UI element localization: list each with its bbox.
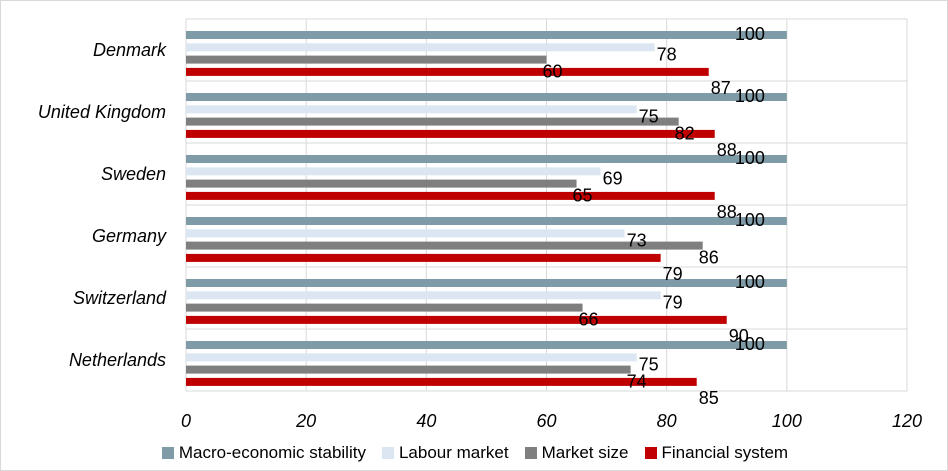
- bar: [186, 365, 631, 374]
- legend-swatch: [524, 447, 537, 459]
- legend-swatch: [644, 447, 657, 459]
- legend-item: Labour market: [381, 443, 509, 463]
- data-label: 79: [663, 264, 683, 284]
- bar: [186, 253, 661, 262]
- bar: [186, 105, 637, 114]
- category-labels: Denmark United Kingdom Sweden Germany Switze…: [38, 40, 167, 370]
- x-tick-label: 40: [416, 411, 436, 431]
- bar: [186, 303, 583, 312]
- data-label: 85: [699, 388, 719, 408]
- data-label: 100: [735, 272, 765, 292]
- bar: [186, 191, 715, 200]
- bar: [186, 241, 703, 250]
- x-tick-label: 100: [772, 411, 802, 431]
- data-label: 82: [675, 124, 695, 144]
- category-label: Denmark: [93, 40, 167, 60]
- data-label: 74: [627, 372, 647, 392]
- bar: [186, 31, 787, 39]
- legend-item: Financial system: [644, 443, 789, 463]
- bar: [186, 217, 787, 225]
- legend-item: Market size: [524, 443, 629, 463]
- data-label: 79: [663, 292, 683, 312]
- category-label: Switzerland: [73, 288, 167, 308]
- data-label: 73: [627, 230, 647, 250]
- legend: Macro-economic stability Labour market Mar…: [1, 440, 948, 466]
- data-label: 75: [639, 106, 659, 126]
- x-tick-label: 20: [295, 411, 316, 431]
- data-label: 60: [543, 62, 563, 82]
- x-tick-label: 60: [536, 411, 556, 431]
- bar: [186, 353, 637, 362]
- data-label: 88: [717, 140, 737, 160]
- legend-label: Financial system: [661, 443, 789, 462]
- bar: [186, 155, 787, 163]
- x-tick-label: 80: [657, 411, 677, 431]
- data-label: 78: [657, 44, 677, 64]
- bar: [186, 167, 601, 176]
- legend-item: Macro-economic stability: [161, 443, 366, 463]
- x-tick-label: 0: [181, 411, 191, 431]
- category-label: Netherlands: [69, 350, 166, 370]
- data-label: 100: [735, 334, 765, 354]
- category-label: United Kingdom: [38, 102, 166, 122]
- data-label: 75: [639, 354, 659, 374]
- category-label: Sweden: [101, 164, 166, 184]
- data-label: 88: [717, 202, 737, 222]
- data-label: 69: [603, 168, 623, 188]
- bar: [186, 179, 577, 188]
- x-tick-label: 120: [892, 411, 922, 431]
- legend-swatch: [381, 447, 394, 459]
- bar: [186, 129, 715, 138]
- category-label: Germany: [92, 226, 167, 246]
- data-label: 90: [729, 326, 749, 346]
- bar: [186, 291, 661, 300]
- data-label: 100: [735, 148, 765, 168]
- data-label: 100: [735, 210, 765, 230]
- bar: [186, 229, 625, 238]
- legend-label: Market size: [541, 443, 629, 462]
- bar: [186, 43, 655, 52]
- data-label: 100: [735, 24, 765, 44]
- bars: [186, 31, 787, 386]
- bar: [186, 341, 787, 349]
- data-label: 100: [735, 86, 765, 106]
- bar: [186, 279, 787, 287]
- bar: [186, 315, 727, 324]
- bar: [186, 93, 787, 101]
- x-axis-tick-labels: 0 20 40 60 80 100 120: [181, 411, 922, 431]
- bar: [186, 67, 709, 76]
- data-label: 66: [579, 310, 599, 330]
- legend-swatch: [161, 447, 174, 459]
- data-label: 86: [699, 248, 719, 268]
- data-label: 65: [573, 186, 593, 206]
- legend-label: Labour market: [398, 443, 509, 462]
- gridlines: [185, 18, 908, 392]
- bar: [186, 117, 679, 126]
- bar: [186, 55, 547, 64]
- data-label: 87: [711, 78, 731, 98]
- bar: [186, 377, 697, 386]
- legend-label: Macro-economic stability: [178, 443, 366, 462]
